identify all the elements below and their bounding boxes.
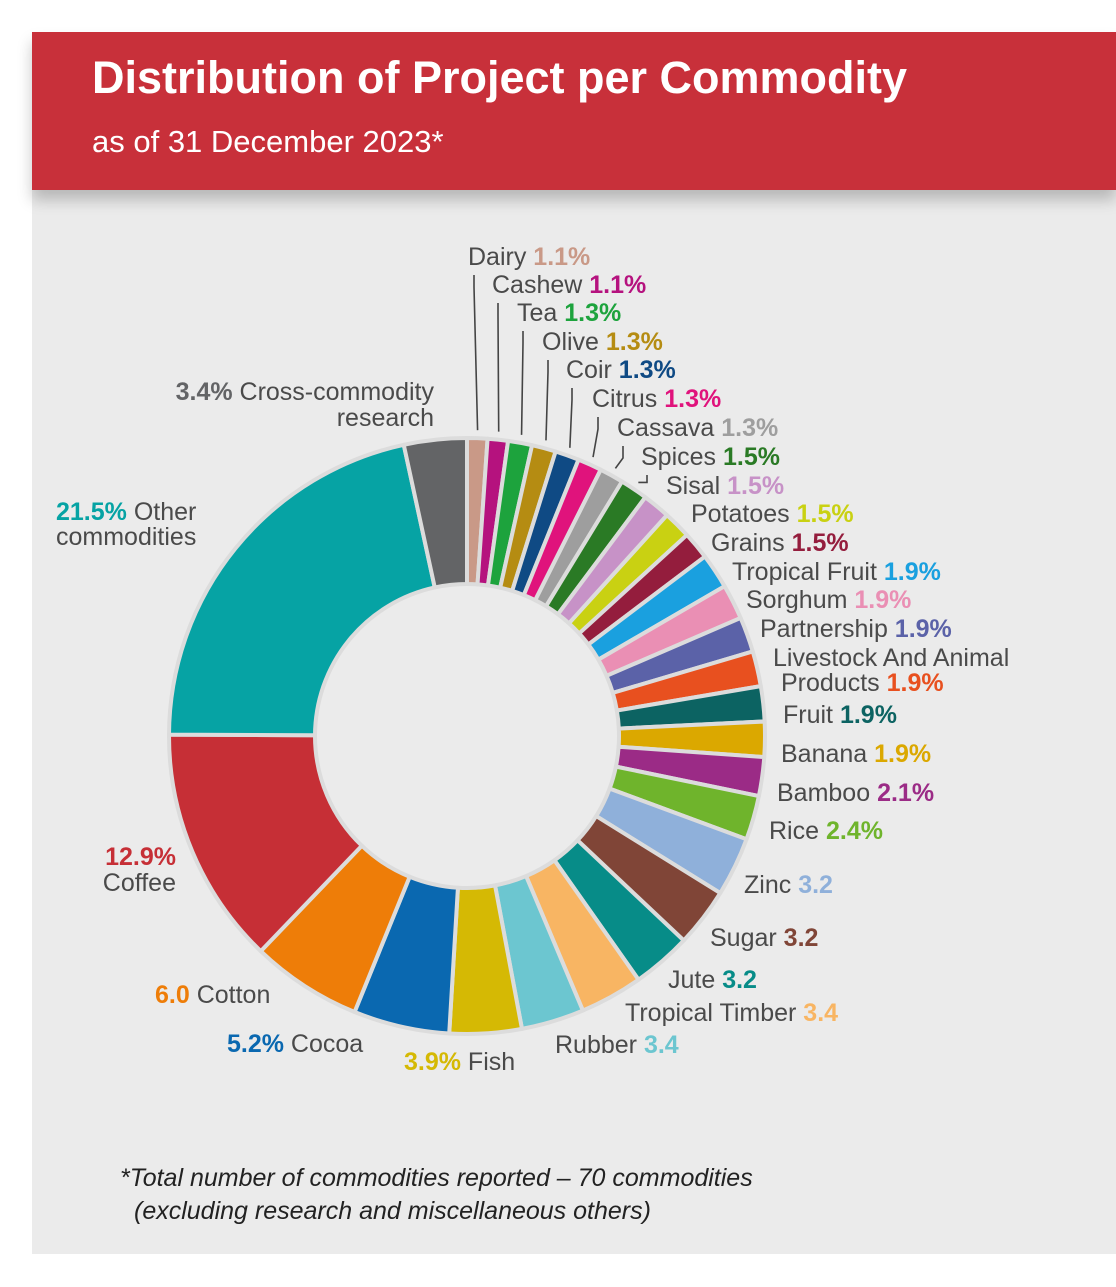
label-cashew: Cashew 1.1% [492, 271, 646, 299]
leader-lines [473, 275, 648, 484]
label-bamboo: Bamboo 2.1% [777, 779, 934, 807]
label-tea: Tea 1.3% [517, 299, 621, 327]
label-tropical-timber: Tropical Timber 3.4 [625, 999, 838, 1027]
label-grains: Grains 1.5% [711, 529, 849, 557]
footnote-line-2: (excluding research and miscellaneous ot… [134, 1197, 651, 1225]
label-cross-commodity-research-line2: research [337, 404, 434, 432]
chart-subtitle: as of 31 December 2023* [92, 124, 444, 159]
donut-slices [167, 436, 767, 1036]
leader-line-coir [569, 388, 573, 448]
label-fruit: Fruit 1.9% [783, 701, 897, 729]
label-citrus: Citrus 1.3% [592, 385, 721, 413]
label-partnership: Partnership 1.9% [760, 615, 952, 643]
label-coffee: Coffee [103, 869, 176, 897]
leader-line-tea [520, 331, 524, 435]
label-rubber: Rubber 3.4 [555, 1031, 679, 1059]
label-olive: Olive 1.3% [542, 328, 663, 356]
label-banana: Banana 1.9% [781, 740, 931, 768]
label-other-commodities-line2: commodities [56, 523, 196, 551]
leader-line-citrus [592, 417, 599, 458]
label-dairy: Dairy 1.1% [468, 243, 590, 271]
footnote-line-1: *Total number of commodities reported – … [120, 1164, 753, 1192]
label-potatoes: Potatoes 1.5% [691, 500, 854, 528]
label-tropical-fruit: Tropical Fruit 1.9% [732, 558, 941, 586]
label-sugar: Sugar 3.2 [710, 924, 818, 952]
label-rice: Rice 2.4% [769, 817, 883, 845]
label-cocoa: 5.2% Cocoa [227, 1030, 363, 1058]
slice-other-commodities [167, 442, 437, 738]
label-jute: Jute 3.2 [668, 966, 757, 994]
label-sorghum: Sorghum 1.9% [746, 586, 911, 614]
label-coffee-value: 12.9% [105, 843, 176, 871]
title-banner [32, 32, 1116, 190]
label-cassava: Cassava 1.3% [617, 414, 778, 442]
label-spices: Spices 1.5% [641, 443, 780, 471]
label-coir: Coir 1.3% [566, 356, 676, 384]
label-other-commodities: 21.5% Other [56, 498, 196, 526]
slice-cross-commodity-research [401, 436, 469, 590]
slice-labels: Dairy 1.1%Cashew 1.1%Tea 1.3%Olive 1.3%C… [56, 243, 1009, 1076]
leader-line-spices [638, 475, 648, 484]
leader-line-dairy [473, 275, 479, 431]
chart-title: Distribution of Project per Commodity [92, 52, 908, 103]
label-cotton: 6.0 Cotton [155, 981, 270, 1009]
leader-line-olive [545, 360, 549, 441]
leader-line-cashew [497, 303, 500, 432]
label-fish: 3.9% Fish [404, 1048, 515, 1076]
label-livestock-and-animal-products: Livestock And Animal [773, 644, 1009, 672]
label-livestock-and-animal-products-line2: Products 1.9% [781, 669, 944, 697]
label-zinc: Zinc 3.2 [744, 871, 833, 899]
footnote: *Total number of commodities reported – … [120, 1162, 753, 1228]
label-cross-commodity-research: 3.4% Cross-commodity [176, 378, 435, 406]
label-sisal: Sisal 1.5% [666, 472, 784, 500]
leader-line-cassava [614, 446, 624, 469]
